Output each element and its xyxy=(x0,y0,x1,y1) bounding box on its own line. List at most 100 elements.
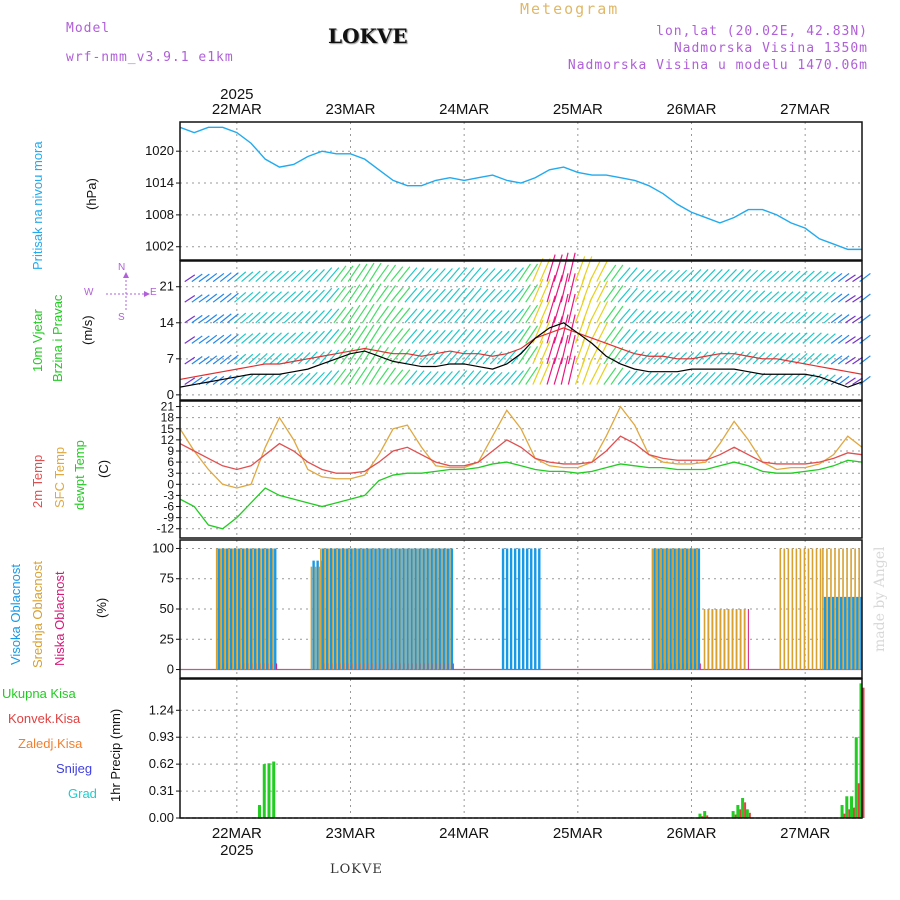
wind-arrow xyxy=(383,264,397,282)
wind-arrow xyxy=(745,290,759,303)
wind-arrow xyxy=(788,332,801,344)
wind-arrow xyxy=(617,267,631,282)
wind-arrow xyxy=(823,271,836,283)
wind-arrow xyxy=(432,329,446,344)
wind-arrow xyxy=(326,370,340,385)
wind-arrow xyxy=(845,356,856,365)
wind-arrow xyxy=(681,372,695,385)
wind-arrow xyxy=(297,311,311,324)
precip-conv-bar xyxy=(734,814,737,818)
wind-arrow xyxy=(638,268,652,283)
y-tick-label: 1.24 xyxy=(149,702,174,717)
wind-arrow xyxy=(212,314,225,324)
wind-arrow xyxy=(475,309,489,324)
wind-arrow xyxy=(447,308,461,324)
wind-arrow xyxy=(511,287,524,303)
wind-arrow xyxy=(830,334,843,344)
wind-arrow xyxy=(440,350,453,365)
wind-arrow xyxy=(376,285,389,303)
sfc-temp-line xyxy=(179,405,863,489)
wind-arrow xyxy=(340,265,354,282)
wind-arrow xyxy=(603,264,617,282)
wind-arrow xyxy=(503,287,517,303)
wind-arrow xyxy=(333,347,347,365)
wind-arrow xyxy=(368,283,382,303)
wind-arrow xyxy=(610,305,624,324)
wind-arrow xyxy=(638,330,652,344)
wind-arrow xyxy=(290,269,304,283)
pressure-label: Pritisak na nivou mora xyxy=(30,141,45,270)
wind-arrow xyxy=(390,369,404,385)
wind-arrow xyxy=(802,291,815,303)
wind-arrow xyxy=(845,274,856,283)
y-tick-label: 0.31 xyxy=(149,783,174,798)
wind-arrow xyxy=(788,353,801,365)
y-tick-label: -6 xyxy=(163,500,174,514)
wind-arrow xyxy=(234,333,247,344)
wind-arrow xyxy=(376,264,389,282)
wind-arrow xyxy=(738,351,752,365)
wind-arrow xyxy=(766,270,780,283)
wind-arrow xyxy=(653,269,666,283)
wind-arrow xyxy=(816,312,829,324)
wind-arrow xyxy=(397,286,411,303)
wind-arrow xyxy=(290,311,304,324)
wind-arrow xyxy=(354,325,368,344)
wind-arrow xyxy=(404,308,418,324)
chart-marks xyxy=(179,126,871,819)
wind-arrow xyxy=(795,373,808,385)
wind-arrow xyxy=(560,335,569,365)
precip-total-bar xyxy=(850,796,854,818)
wind-arrow xyxy=(781,373,794,385)
wind-arrow xyxy=(759,332,773,344)
wind-arrow xyxy=(503,349,517,365)
wind-arrow xyxy=(312,371,325,385)
wind-arrow xyxy=(852,336,863,344)
wind-arrow xyxy=(354,346,368,365)
wind-arrow xyxy=(383,326,397,344)
wind-arrow xyxy=(425,268,439,282)
wind-arrow xyxy=(383,367,397,385)
precip-conv-bar xyxy=(843,813,846,818)
wind-arrow xyxy=(646,352,659,365)
wind-arrow xyxy=(724,330,737,344)
wind-arrow xyxy=(553,357,563,385)
wind-arrow xyxy=(425,371,439,385)
wind-arrow xyxy=(432,309,446,324)
wind-arrow xyxy=(852,274,863,283)
wind-arrow xyxy=(468,287,482,303)
model-name: wrf-nmm_v3.9.1 e1km xyxy=(66,50,234,65)
y-tick-label: 0.62 xyxy=(149,756,174,771)
wind-arrow xyxy=(290,372,304,385)
wind-arrow xyxy=(852,315,863,324)
wind-arrow xyxy=(390,286,404,303)
wind-arrow xyxy=(219,272,232,283)
wind-arrow xyxy=(361,283,375,303)
wind-arrow xyxy=(496,371,510,385)
wind-arrow xyxy=(816,271,829,283)
wind-arrow xyxy=(638,351,652,365)
wind-arrow xyxy=(674,372,688,385)
wind-arrow xyxy=(752,311,766,324)
wind-arrow xyxy=(688,268,702,283)
wind-arrow xyxy=(702,330,716,344)
wind-arrow xyxy=(489,268,503,283)
wind-arrow xyxy=(610,326,624,344)
wind-arrow xyxy=(248,311,261,324)
wind-arrow xyxy=(411,287,425,303)
pressure-unit: (hPa) xyxy=(84,178,99,210)
wind-arrow xyxy=(610,264,624,282)
wind-arrow xyxy=(255,353,268,365)
wind-arrow xyxy=(589,259,602,282)
wind-arrow xyxy=(610,367,624,385)
wind-arrow xyxy=(837,355,850,365)
wind-arrow xyxy=(539,299,551,324)
wind-arrow xyxy=(631,351,645,365)
wind-arrow xyxy=(688,310,702,324)
wind-arrow xyxy=(383,305,397,324)
wind-arrow xyxy=(823,374,836,386)
wind-arrow xyxy=(589,280,602,303)
wind-arrow xyxy=(454,287,468,303)
wind-arrow xyxy=(837,375,850,386)
pressure-line xyxy=(179,126,862,251)
